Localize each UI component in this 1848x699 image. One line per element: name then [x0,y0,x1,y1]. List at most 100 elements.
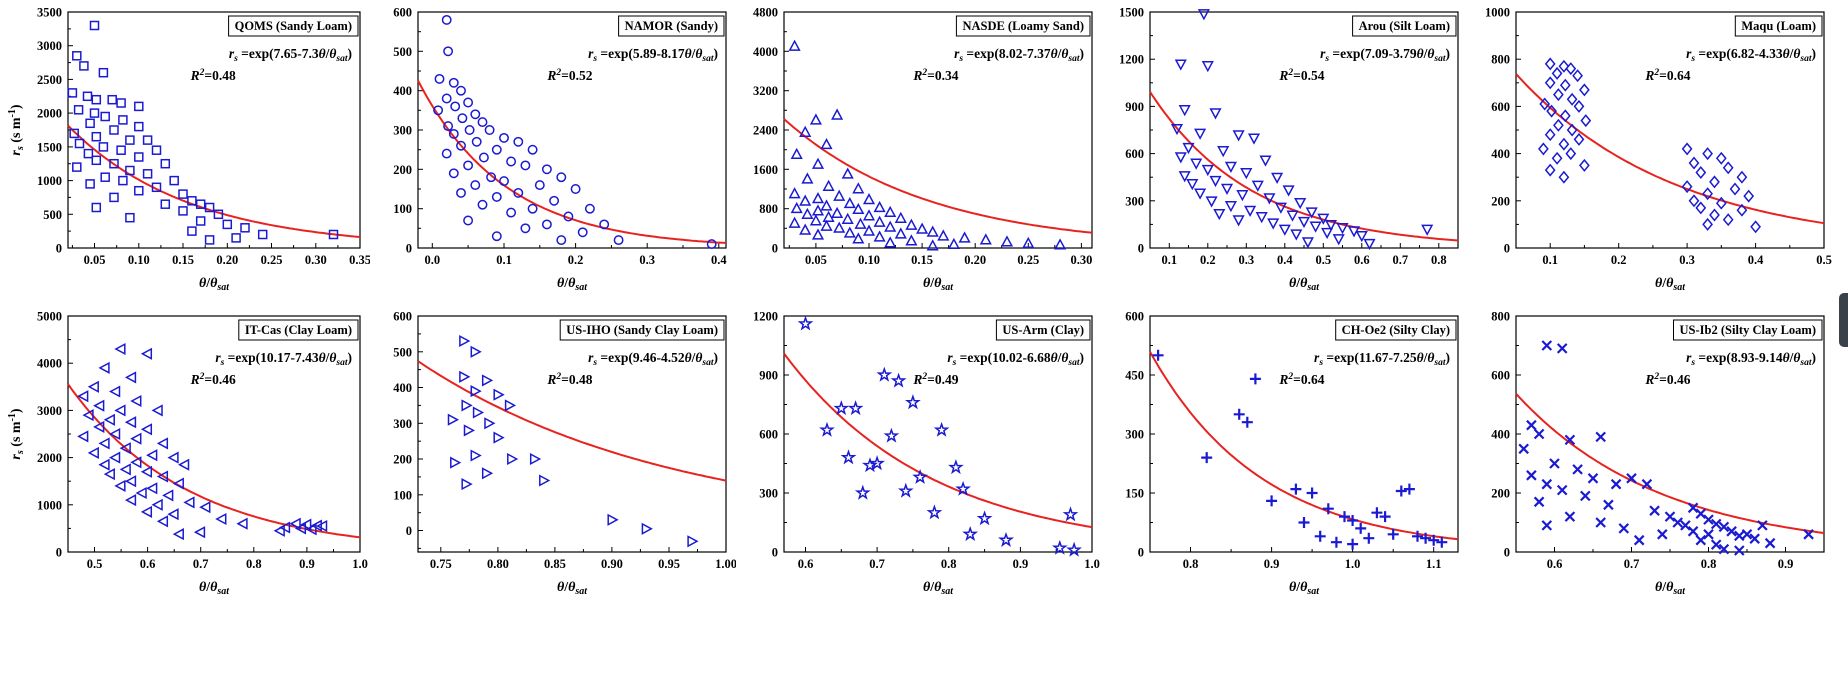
data-point [706,239,717,250]
data-point [1224,161,1237,173]
data-point [1213,208,1226,221]
data-point [1718,543,1730,555]
data-point [1709,208,1720,222]
data-point [470,345,482,358]
x-tick-label: 0.15 [172,253,194,267]
panel-title: US-Ib2 (Silty Clay Loam) [1680,323,1816,337]
data-point [541,219,552,230]
data-point [1306,487,1318,499]
y-tick-label: 150 [1125,487,1144,501]
data-point [1054,238,1067,250]
scroll-indicator[interactable] [1839,293,1848,347]
data-point [809,214,822,226]
data-point [125,212,135,223]
data-point [1681,142,1693,156]
data-point [1722,161,1734,175]
data-point [1649,505,1660,516]
data-point [91,131,102,142]
x-axis-label: θ/θsat [1655,276,1686,293]
data-point [124,475,137,488]
data-point [448,168,459,179]
data-point [1687,502,1699,514]
data-point [204,235,215,245]
y-tick-label: 300 [1125,428,1144,442]
equation-label: rs =exp(8.93-9.14θ/θsat) [1686,350,1816,368]
data-point [310,519,322,532]
data-point [1558,59,1570,73]
data-point [1421,224,1434,236]
data-point [894,227,907,239]
y-tick-label: 4000 [753,45,778,59]
data-point [1233,408,1245,420]
y-tick-label: 500 [393,345,412,359]
data-point [998,531,1015,548]
data-point [195,216,206,226]
data-point [1538,142,1549,156]
y-tick-label: 450 [1125,369,1144,383]
data-point [1664,511,1676,522]
data-point [1726,526,1737,537]
data-point [1544,76,1556,90]
chart-arou: 0.1 0.2 0.3 0.4 0.5 0.6 0.7 0.8 0 300 600 900 1200 15… [1119,6,1459,293]
data-point [151,404,163,417]
panel-title: US-Arm (Clay) [1002,323,1084,337]
y-tick-label: 0 [406,242,412,256]
x-tick-label: 0.1 [1542,253,1558,267]
y-tick-label: 100 [393,488,412,502]
data-point [1709,175,1720,189]
data-point [1286,210,1299,222]
data-point [491,231,502,242]
data-point [862,457,878,473]
panel-title: QOMS (Sandy Loam) [235,19,352,33]
data-point [1201,61,1214,73]
x-tick-label: 0.8 [1183,557,1199,571]
y-tick-label: 900 [1125,100,1144,114]
data-point [1305,207,1318,219]
data-point [72,162,82,172]
panel-nasde: 0.05 0.10 0.15 0.20 0.25 0.30 0 800 1600 2400 3200… [738,4,1104,296]
data-point [1546,104,1557,118]
data-point [257,229,268,240]
x-tick-label: 0.25 [1017,253,1039,267]
y-tick-label: 600 [393,310,412,324]
panel-us-ib2: 0.6 0.7 0.8 0.9 0 200 400 600 800 US-Ib2 (Silty C… [1470,308,1836,600]
y-tick-label: 300 [1125,194,1144,208]
equation-label: rs =exp(5.89-8.17θ/θsat) [588,46,718,64]
x-tick-label: 1.0 [1084,557,1100,571]
panel-namor: 0.0 0.1 0.2 0.3 0.4 0 100 200 300 400 500 600 NAMOR … [372,4,738,296]
data-point [98,67,109,78]
data-point [1672,517,1683,528]
data-point [1587,473,1599,484]
data-point [236,517,248,530]
data-point [1336,223,1349,235]
y-tick-label: 200 [1491,487,1510,501]
r-squared-label: R2=0.34 [912,68,958,83]
data-point [125,135,135,145]
data-point [1309,221,1322,233]
data-point [884,236,897,248]
data-point [1403,483,1415,495]
data-point [471,136,482,147]
data-point [1294,197,1307,210]
y-tick-label: 1200 [1119,53,1144,67]
data-point [520,223,531,234]
data-point [687,535,699,548]
data-point [114,404,126,417]
data-point [328,229,339,240]
data-point [1533,496,1545,508]
y-tick-label: 600 [1491,100,1510,114]
chart-us-ib2: 0.6 0.7 0.8 0.9 0 200 400 600 800 US-Ib2 (Silty C… [1491,310,1825,597]
x-tick-label: 0.1 [1161,253,1177,267]
data-point [119,463,131,476]
data-point [109,427,121,441]
data-point [470,449,482,462]
y-axis-label: rs (s m-1) [7,104,26,155]
data-point [87,446,99,459]
panel-maqu: 0.1 0.2 0.3 0.4 0.5 0 200 400 600 800 1000 Maqu (Lo… [1470,4,1836,296]
data-point [1702,187,1713,201]
data-point [1595,517,1606,528]
data-point [1572,464,1583,475]
data-point [962,525,979,542]
data-point [1290,483,1302,495]
data-point [289,517,301,530]
